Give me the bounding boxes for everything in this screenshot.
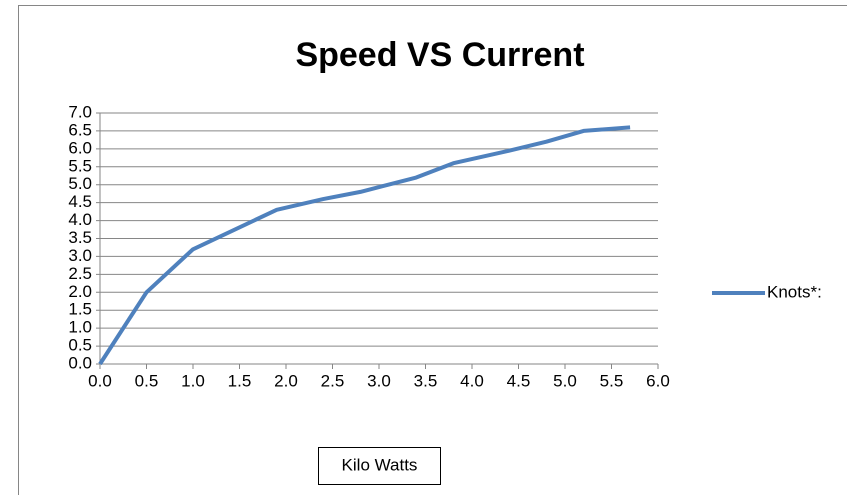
y-tick-label: 2.0 bbox=[68, 282, 92, 301]
y-tick-label: 1.0 bbox=[68, 318, 92, 337]
x-tick-label: 5.5 bbox=[600, 371, 624, 390]
y-tick-label: 0.5 bbox=[68, 336, 92, 355]
x-tick-label: 2.5 bbox=[321, 371, 345, 390]
y-tick-label: 1.5 bbox=[68, 300, 92, 319]
chart-frame bbox=[18, 5, 847, 495]
y-tick-label: 5.0 bbox=[68, 174, 92, 193]
x-axis-label-box bbox=[318, 447, 441, 485]
y-tick-label: 6.0 bbox=[68, 138, 92, 157]
y-tick-label: 0.0 bbox=[68, 353, 92, 372]
x-tick-label: 6.0 bbox=[646, 371, 670, 390]
y-tick-label: 4.0 bbox=[68, 210, 92, 229]
data-line bbox=[98, 125, 631, 366]
y-tick-label: 3.0 bbox=[68, 246, 92, 265]
y-tick-label: 6.5 bbox=[68, 120, 92, 139]
x-tick-label: 3.0 bbox=[367, 371, 391, 390]
x-tick-label: 5.0 bbox=[553, 371, 577, 390]
x-tick-label: 1.0 bbox=[181, 371, 205, 390]
x-tick-label: 1.5 bbox=[228, 371, 252, 390]
y-tick-label: 7.0 bbox=[68, 102, 92, 121]
x-tick-label: 0.5 bbox=[135, 371, 159, 390]
x-tick-label: 3.5 bbox=[414, 371, 438, 390]
legend-label: Knots*: bbox=[767, 282, 822, 301]
x-axis-label: Kilo Watts bbox=[342, 455, 418, 474]
y-tick-label: 2.5 bbox=[68, 264, 92, 283]
x-tick-label: 4.0 bbox=[460, 371, 484, 390]
y-tick-label: 3.5 bbox=[68, 228, 92, 247]
x-tick-label: 2.0 bbox=[274, 371, 298, 390]
y-tick-label: 4.5 bbox=[68, 192, 92, 211]
x-tick-label: 4.5 bbox=[507, 371, 531, 390]
y-tick-label: 5.5 bbox=[68, 156, 92, 175]
x-tick-label: 0.0 bbox=[88, 371, 112, 390]
chart-title: Speed VS Current bbox=[295, 36, 584, 74]
